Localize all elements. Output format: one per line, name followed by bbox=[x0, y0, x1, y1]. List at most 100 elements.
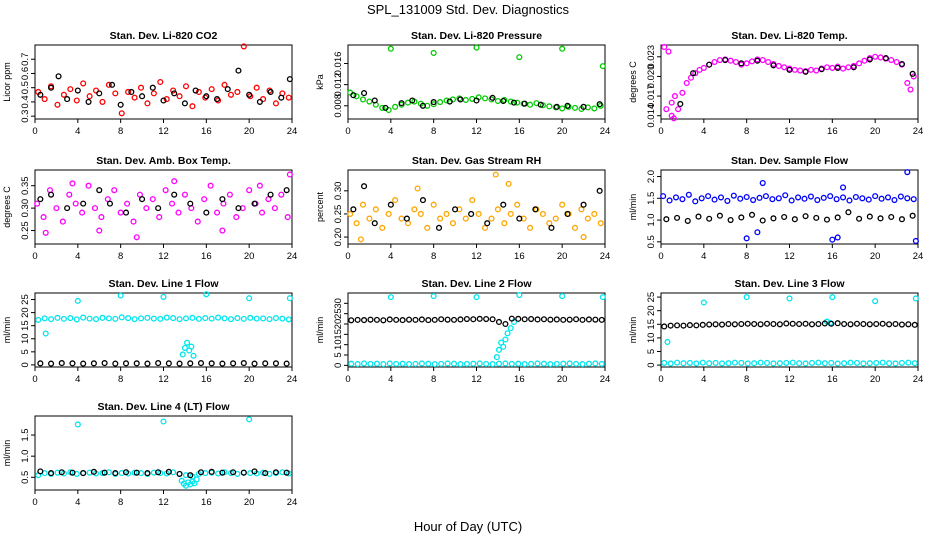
chart-panel: Stan. Dev. Line 4 (LT) Flow ml/min 0 4 8 12 16… bbox=[2, 401, 297, 508]
data-point bbox=[399, 317, 406, 324]
x-tick-label: 24 bbox=[600, 374, 611, 385]
data-point bbox=[500, 201, 507, 208]
x-tick-label: 20 bbox=[557, 374, 568, 385]
data-point bbox=[256, 182, 263, 189]
data-point bbox=[176, 316, 183, 323]
x-tick-label: 4 bbox=[75, 497, 80, 508]
chart-title: Stan. Dev. Line 1 Flow bbox=[108, 278, 219, 290]
data-point bbox=[756, 194, 763, 201]
data-point bbox=[353, 220, 360, 227]
data-point bbox=[246, 187, 253, 194]
data-point bbox=[484, 220, 491, 227]
x-tick-label: 16 bbox=[514, 251, 525, 262]
data-point bbox=[559, 105, 566, 112]
data-point bbox=[67, 315, 74, 322]
data-point bbox=[176, 93, 183, 100]
data-point bbox=[227, 316, 235, 323]
x-tick-label: 24 bbox=[287, 374, 298, 385]
data-point bbox=[473, 44, 480, 51]
data-point bbox=[155, 205, 162, 212]
data-point bbox=[240, 43, 247, 50]
figure-x-axis-label: Hour of Day (UTC) bbox=[414, 519, 522, 534]
x-tick-label: 8 bbox=[744, 374, 749, 385]
data-point bbox=[834, 360, 841, 367]
data-point bbox=[671, 93, 678, 100]
data-point bbox=[598, 360, 605, 367]
data-point bbox=[679, 196, 686, 203]
data-point bbox=[727, 217, 734, 224]
data-point bbox=[367, 360, 374, 367]
data-point bbox=[193, 476, 200, 483]
data-point bbox=[412, 316, 419, 323]
chart-panel: Stan. Dev. Sample Flow ml/min 0 4 8 12 16 20 24 0… bbox=[628, 155, 923, 262]
data-point bbox=[112, 360, 119, 367]
data-point bbox=[438, 316, 445, 323]
data-point bbox=[847, 321, 854, 328]
data-point bbox=[163, 314, 170, 321]
data-point bbox=[266, 316, 273, 323]
data-point bbox=[898, 216, 905, 223]
data-point bbox=[272, 100, 279, 107]
data-point bbox=[48, 470, 55, 477]
data-series bbox=[348, 292, 606, 368]
data-point bbox=[584, 215, 591, 222]
data-point bbox=[221, 81, 228, 88]
data-point bbox=[373, 360, 380, 367]
data-point bbox=[393, 316, 400, 323]
y-tick-label: 30 bbox=[333, 298, 344, 309]
data-point bbox=[219, 196, 226, 203]
data-point bbox=[507, 210, 514, 217]
data-point bbox=[502, 360, 509, 367]
data-point bbox=[219, 469, 226, 476]
data-point bbox=[877, 215, 884, 222]
data-point bbox=[418, 360, 425, 367]
data-point bbox=[888, 57, 895, 64]
data-point bbox=[501, 220, 508, 227]
data-point bbox=[213, 96, 221, 103]
data-point bbox=[359, 96, 367, 103]
data-point bbox=[112, 470, 119, 477]
data-point bbox=[686, 322, 693, 329]
data-point bbox=[751, 320, 758, 328]
x-tick-label: 20 bbox=[870, 374, 881, 385]
chart-panel: Stan. Dev. Line 3 Flow ml/min 0 4 8 12 16 20 24 0… bbox=[628, 278, 923, 385]
data-point bbox=[514, 201, 521, 208]
data-point bbox=[578, 206, 585, 213]
data-point bbox=[724, 197, 731, 204]
data-point bbox=[48, 191, 55, 198]
data-point bbox=[859, 195, 866, 202]
data-point bbox=[169, 200, 176, 207]
data-point bbox=[144, 314, 151, 321]
data-point bbox=[839, 184, 847, 191]
data-point bbox=[271, 205, 278, 212]
data-point bbox=[852, 193, 859, 201]
data-point bbox=[829, 236, 836, 243]
data-point bbox=[130, 218, 137, 225]
data-point bbox=[911, 360, 918, 367]
data-point bbox=[823, 216, 831, 223]
data-point bbox=[898, 359, 905, 366]
x-tick-label: 8 bbox=[744, 126, 749, 137]
data-point bbox=[361, 90, 368, 97]
x-tick-label: 12 bbox=[158, 126, 169, 137]
data-point bbox=[470, 360, 477, 367]
data-point bbox=[262, 470, 269, 477]
y-tick-label: 5 bbox=[646, 349, 657, 354]
data-point bbox=[60, 91, 67, 98]
data-point bbox=[283, 469, 290, 476]
data-point bbox=[738, 359, 745, 366]
data-point bbox=[411, 206, 418, 213]
data-point bbox=[41, 315, 48, 322]
data-point bbox=[187, 360, 194, 367]
data-point bbox=[502, 320, 509, 328]
x-tick-label: 12 bbox=[471, 126, 482, 137]
x-tick-label: 24 bbox=[287, 497, 298, 508]
x-tick-label: 12 bbox=[471, 374, 482, 385]
chart-title: Stan. Dev. Gas Stream RH bbox=[412, 155, 541, 167]
data-point bbox=[866, 360, 873, 367]
y-tick-label: 0.017 bbox=[646, 84, 657, 108]
data-point bbox=[285, 316, 292, 323]
data-point bbox=[208, 86, 215, 93]
x-tick-label: 0 bbox=[658, 126, 663, 137]
y-axis-label: ml/min bbox=[315, 317, 325, 344]
